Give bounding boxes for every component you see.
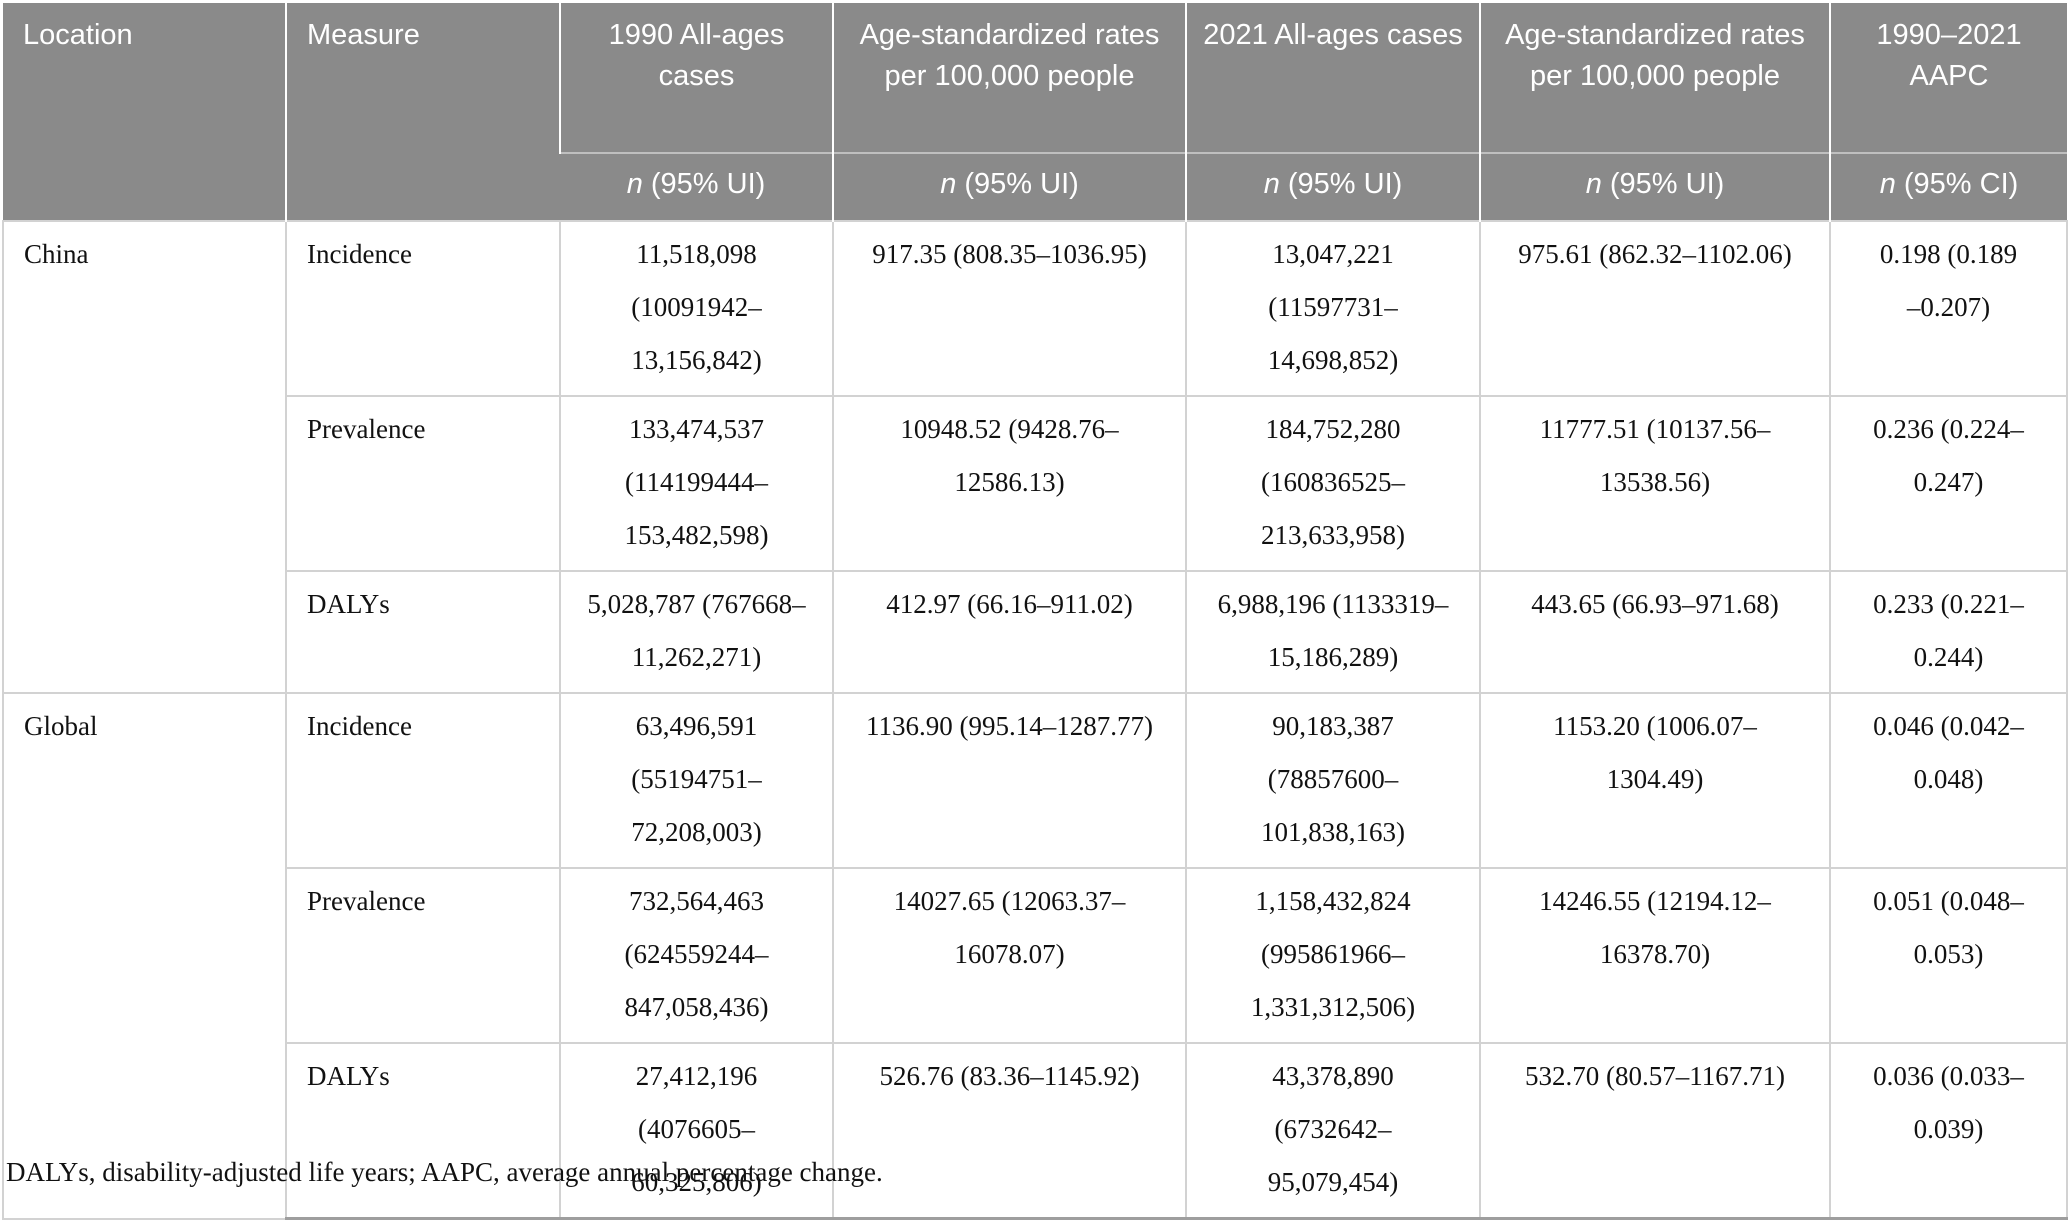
cases-1990-cell: 63,496,591 (55194751– 72,208,003) <box>559 692 834 869</box>
aapc-cell: 0.236 (0.224– 0.247) <box>1829 395 2068 572</box>
table-row: DALYs 5,028,787 (767668– 11,262,271) 412… <box>3 570 2068 694</box>
cases-1990-cell: 133,474,537 (114199444– 153,482,598) <box>559 395 834 572</box>
aapc-cell: 0.233 (0.221– 0.244) <box>1829 570 2068 694</box>
subheader-n-ui-4: n (95% UI) <box>1479 152 1830 221</box>
subheader-n-ci: n (95% CI) <box>1829 152 2067 221</box>
asr-1990-cell: 1136.90 (995.14–1287.77) <box>832 692 1187 869</box>
measure-cell: Prevalence <box>285 395 561 572</box>
subheader-n-ui-1: n (95% UI) <box>560 152 833 221</box>
cases-1990-cell: 27,412,196 (4076605– 60,325,806) <box>559 1042 834 1220</box>
cases-2021-cell: 43,378,890 (6732642– 95,079,454) <box>1185 1042 1481 1220</box>
n-symbol: n <box>1263 167 1280 200</box>
location-cell-global: Global <box>2 692 287 1220</box>
aapc-cell: 0.198 (0.189 –0.207) <box>1829 220 2068 397</box>
asr-2021-cell: 443.65 (66.93–971.68) <box>1479 570 1831 694</box>
aapc-cell: 0.036 (0.033– 0.039) <box>1829 1042 2068 1220</box>
cases-2021-cell: 6,988,196 (1133319– 15,186,289) <box>1185 570 1481 694</box>
gbd-summary-table: Location Measure 1990 All-ages cases Age… <box>2 3 2068 1220</box>
table-header: Location Measure 1990 All-ages cases Age… <box>3 3 2067 221</box>
asr-2021-cell: 1153.20 (1006.07– 1304.49) <box>1479 692 1831 869</box>
aapc-cell: 0.046 (0.042– 0.048) <box>1829 692 2068 869</box>
ui-label: (95% UI) <box>642 167 766 200</box>
cases-1990-cell: 5,028,787 (767668– 11,262,271) <box>559 570 834 694</box>
ci-label: (95% CI) <box>1895 167 2019 200</box>
header-1990-cases: 1990 All-ages cases <box>559 3 833 153</box>
location-cell-china: China <box>2 220 287 694</box>
aapc-cell: 0.051 (0.048– 0.053) <box>1829 867 2068 1044</box>
asr-2021-cell: 532.70 (80.57–1167.71) <box>1479 1042 1831 1220</box>
table-row: Global Incidence 63,496,591 (55194751– 7… <box>2 692 2068 1220</box>
asr-1990-cell: 917.35 (808.35–1036.95) <box>832 220 1187 397</box>
table-footnote: DALYs, disability-adjusted life years; A… <box>6 1157 883 1187</box>
n-symbol: n <box>626 167 643 200</box>
asr-2021-cell: 975.61 (862.32–1102.06) <box>1479 220 1831 397</box>
header-measure: Measure <box>285 3 560 221</box>
measure-cell: Incidence <box>285 692 561 869</box>
n-symbol: n <box>1879 167 1896 200</box>
cases-2021-cell: 13,047,221 (11597731– 14,698,852) <box>1185 220 1481 397</box>
asr-1990-cell: 14027.65 (12063.37– 16078.07) <box>832 867 1187 1044</box>
measure-cell: Prevalence <box>285 867 561 1044</box>
table-body: China Incidence 11,518,098 (10091942– 13… <box>2 220 2068 1220</box>
measure-cell: DALYs <box>285 570 561 694</box>
cases-2021-cell: 90,183,387 (78857600– 101,838,163) <box>1185 692 1481 869</box>
cases-2021-cell: 1,158,432,824 (995861966– 1,331,312,506) <box>1185 867 1481 1044</box>
ui-label: (95% UI) <box>1279 167 1403 200</box>
asr-2021-cell: 11777.51 (10137.56– 13538.56) <box>1479 395 1831 572</box>
table-row: China Incidence 11,518,098 (10091942– 13… <box>2 220 2068 694</box>
asr-1990-cell: 10948.52 (9428.76– 12586.13) <box>832 395 1187 572</box>
header-asr-1990: Age-standardized rates per 100,000 peopl… <box>832 3 1186 153</box>
header-asr-2021: Age-standardized rates per 100,000 peopl… <box>1479 3 1830 153</box>
ui-label: (95% UI) <box>956 167 1079 200</box>
asr-1990-cell: 526.76 (83.36–1145.92) <box>832 1042 1187 1220</box>
header-aapc: 1990–2021 AAPC <box>1829 3 2067 153</box>
cases-2021-cell: 184,752,280 (160836525– 213,633,958) <box>1185 395 1481 572</box>
cases-1990-cell: 732,564,463 (624559244– 847,058,436) <box>559 867 834 1044</box>
ui-label: (95% UI) <box>1601 167 1725 200</box>
table-row: Prevalence 133,474,537 (114199444– 153,4… <box>3 395 2068 572</box>
table-row: DALYs 27,412,196 (4076605– 60,325,806) 5… <box>3 1042 2068 1220</box>
header-2021-cases: 2021 All-ages cases <box>1185 3 1480 153</box>
asr-1990-cell: 412.97 (66.16–911.02) <box>832 570 1187 694</box>
header-location: Location <box>3 3 286 221</box>
measure-cell: Incidence <box>285 220 561 397</box>
asr-2021-cell: 14246.55 (12194.12– 16378.70) <box>1479 867 1831 1044</box>
measure-cell: DALYs <box>285 1042 561 1220</box>
cases-1990-cell: 11,518,098 (10091942– 13,156,842) <box>559 220 834 397</box>
n-symbol: n <box>1585 167 1602 200</box>
table-row: Prevalence 732,564,463 (624559244– 847,0… <box>3 867 2068 1044</box>
subheader-n-ui-3: n (95% UI) <box>1185 152 1480 221</box>
n-symbol: n <box>940 167 957 200</box>
table-page: Location Measure 1990 All-ages cases Age… <box>2 3 2068 1220</box>
subheader-n-ui-2: n (95% UI) <box>832 152 1186 221</box>
